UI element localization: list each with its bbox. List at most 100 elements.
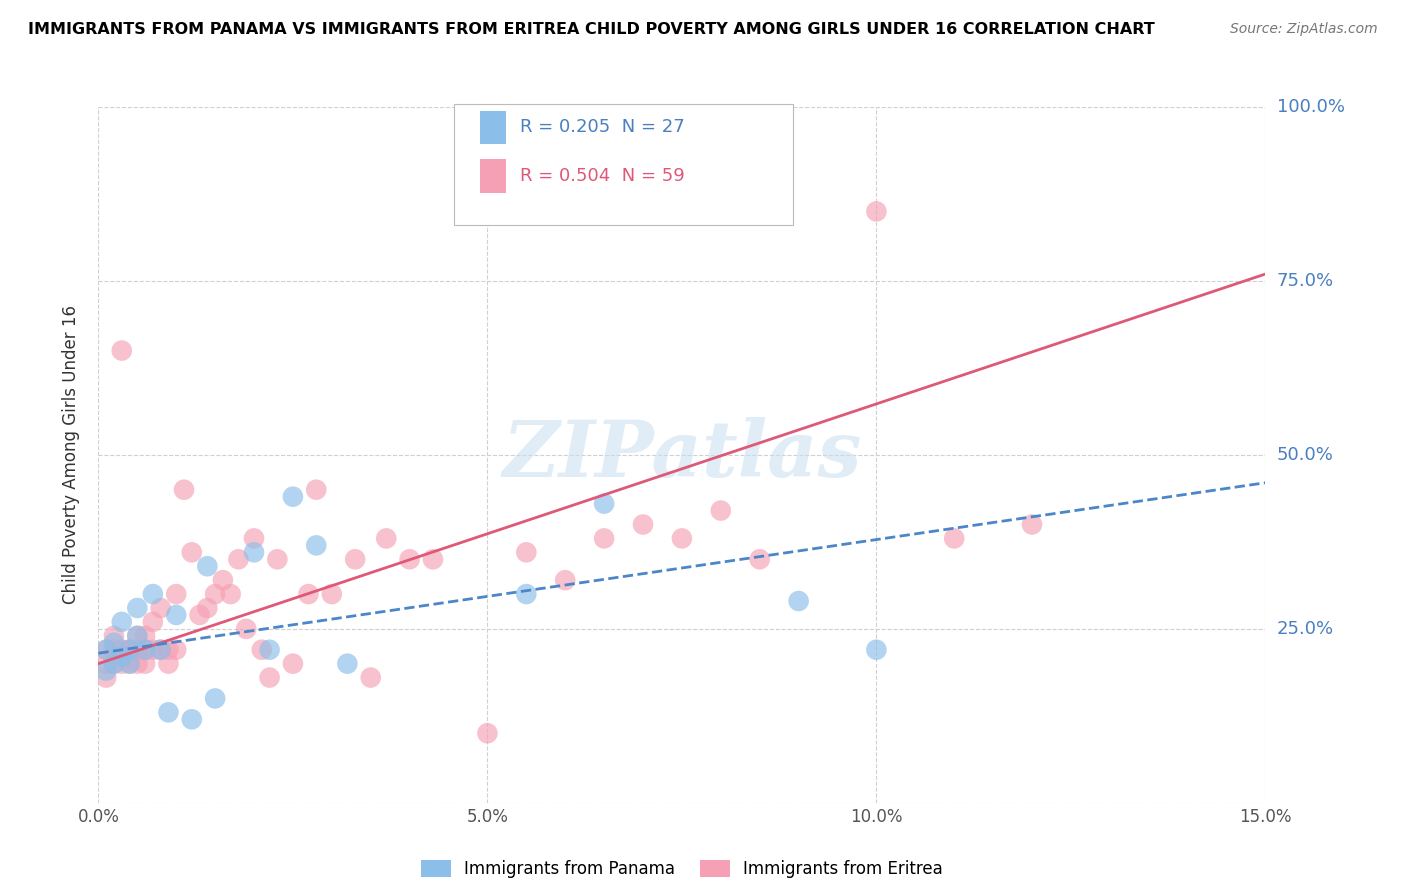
Point [134, 629, 156, 643]
Point [259, 642, 281, 657]
Point [243, 545, 266, 559]
Text: ZIPatlas: ZIPatlas [502, 417, 862, 493]
Point [195, 559, 218, 574]
Point [173, 483, 195, 497]
Bar [479, 159, 506, 193]
Point [118, 657, 141, 671]
Point [118, 642, 141, 657]
Point [142, 587, 165, 601]
Point [111, 615, 134, 629]
Point [134, 657, 156, 671]
Point [375, 532, 398, 546]
Point [96, 642, 118, 657]
Point [127, 642, 149, 657]
Point [134, 642, 156, 657]
Point [477, 726, 499, 740]
Point [422, 552, 444, 566]
Point [96, 671, 118, 685]
Point [103, 657, 125, 671]
Point [321, 587, 343, 601]
Text: 25.0%: 25.0% [1277, 620, 1334, 638]
Point [281, 657, 304, 671]
Point [118, 642, 141, 657]
Point [127, 657, 149, 671]
Point [127, 601, 149, 615]
Point [360, 671, 382, 685]
Point [188, 607, 211, 622]
Point [103, 636, 125, 650]
Point [710, 503, 733, 517]
Point [671, 532, 693, 546]
Point [515, 545, 537, 559]
Point [631, 517, 654, 532]
Point [195, 601, 218, 615]
Point [243, 532, 266, 546]
Point [142, 642, 165, 657]
Point [96, 664, 118, 678]
Point [118, 642, 141, 657]
Point [266, 552, 288, 566]
Point [865, 642, 887, 657]
Point [149, 601, 172, 615]
Point [96, 657, 118, 671]
Point [1021, 517, 1043, 532]
Point [281, 490, 304, 504]
Point [149, 642, 172, 657]
Point [111, 343, 134, 358]
Point [180, 712, 202, 726]
Point [305, 538, 328, 552]
Point [259, 671, 281, 685]
Point [748, 552, 770, 566]
Point [515, 587, 537, 601]
Point [111, 657, 134, 671]
Point [127, 629, 149, 643]
Text: R = 0.504  N = 59: R = 0.504 N = 59 [520, 167, 685, 185]
Point [305, 483, 328, 497]
Point [157, 706, 180, 720]
Point [593, 532, 616, 546]
Point [165, 642, 187, 657]
Point [96, 642, 118, 657]
Point [134, 642, 156, 657]
Point [103, 642, 125, 657]
Text: 50.0%: 50.0% [1277, 446, 1333, 464]
Point [336, 657, 359, 671]
Text: Source: ZipAtlas.com: Source: ZipAtlas.com [1230, 22, 1378, 37]
Point [344, 552, 367, 566]
Point [127, 629, 149, 643]
FancyBboxPatch shape [454, 103, 793, 226]
Point [228, 552, 250, 566]
Point [865, 204, 887, 219]
Y-axis label: Child Poverty Among Girls Under 16: Child Poverty Among Girls Under 16 [62, 305, 80, 605]
Point [398, 552, 420, 566]
Point [142, 615, 165, 629]
Text: R = 0.205  N = 27: R = 0.205 N = 27 [520, 119, 685, 136]
Legend: Immigrants from Panama, Immigrants from Eritrea: Immigrants from Panama, Immigrants from … [413, 854, 950, 885]
Point [943, 532, 966, 546]
Text: 100.0%: 100.0% [1277, 98, 1344, 116]
Point [593, 497, 616, 511]
Point [103, 657, 125, 671]
Point [103, 629, 125, 643]
Point [180, 545, 202, 559]
Point [212, 573, 235, 587]
Point [554, 573, 576, 587]
Bar [479, 111, 506, 144]
Point [111, 649, 134, 664]
Point [250, 642, 273, 657]
Point [165, 607, 187, 622]
Point [118, 657, 141, 671]
Point [235, 622, 257, 636]
Point [297, 587, 319, 601]
Point [204, 587, 226, 601]
Point [165, 587, 187, 601]
Point [157, 657, 180, 671]
Point [787, 594, 810, 608]
Point [204, 691, 226, 706]
Point [111, 642, 134, 657]
Text: IMMIGRANTS FROM PANAMA VS IMMIGRANTS FROM ERITREA CHILD POVERTY AMONG GIRLS UNDE: IMMIGRANTS FROM PANAMA VS IMMIGRANTS FRO… [28, 22, 1154, 37]
Text: 75.0%: 75.0% [1277, 272, 1334, 290]
Point [157, 642, 180, 657]
Point [149, 642, 172, 657]
Point [219, 587, 242, 601]
